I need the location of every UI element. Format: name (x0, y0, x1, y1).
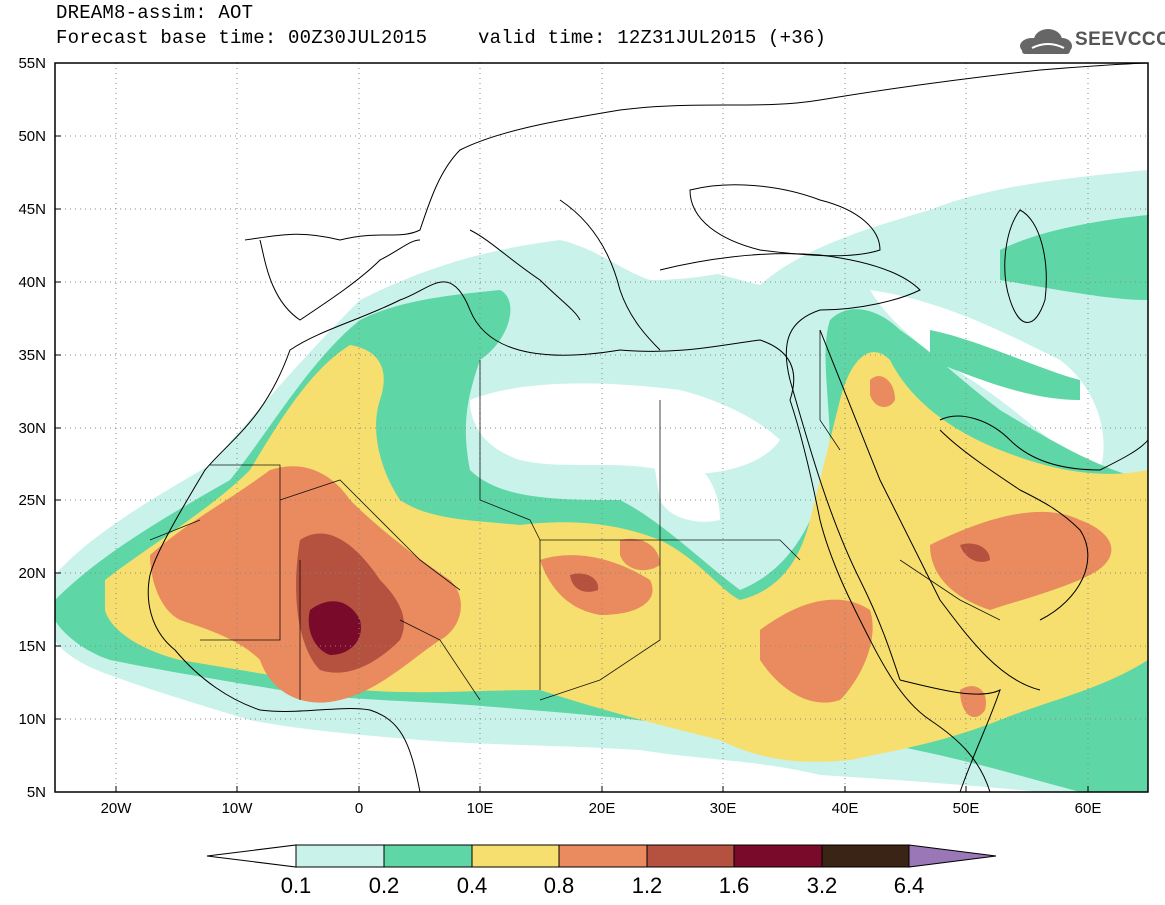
colorbar-underflow-triangle (206, 844, 297, 868)
lat-label-30n: 30N (18, 420, 46, 437)
lon-label-50e: 50E (953, 800, 980, 817)
colorbar-swatch-4 (646, 844, 735, 868)
colorbar-label-4: 1.2 (632, 873, 663, 898)
lon-label-20e: 20E (589, 800, 616, 817)
graticule (55, 63, 1148, 792)
forecast-base-time: Forecast base time: 00Z30JUL2015 (56, 27, 428, 49)
colorbar-swatch-1 (383, 844, 473, 868)
lat-label-50n: 50N (18, 128, 46, 145)
lon-label-20w: 20W (101, 800, 133, 817)
lat-label-5n: 5N (27, 784, 46, 801)
colorbar-swatch-0 (295, 844, 385, 868)
aot-contour-layer (55, 170, 1148, 792)
colorbar-label-0: 0.1 (281, 873, 312, 898)
colorbar-swatch-2 (471, 844, 560, 868)
colorbar-label-3: 0.8 (544, 873, 575, 898)
colorbar-label-2: 0.4 (457, 873, 488, 898)
colorbar-label-6: 3.2 (807, 873, 838, 898)
colorbar (206, 844, 997, 868)
lon-label-10w: 10W (222, 800, 254, 817)
lat-label-45n: 45N (18, 201, 46, 218)
colorbar-label-5: 1.6 (719, 873, 750, 898)
colorbar-label-7: 6.4 (894, 873, 925, 898)
lat-label-20n: 20N (18, 565, 46, 582)
lat-axis: 55N 50N 45N 40N 35N 30N 25N 20N 15N 10N … (18, 55, 61, 801)
country-borders (149, 330, 1001, 701)
lat-label-55n: 55N (18, 55, 46, 72)
colorbar-overflow-triangle (908, 844, 997, 868)
colorbar-swatch-5 (733, 844, 823, 868)
coastlines (147, 63, 1148, 792)
map-title: DREAM8-assim: AOT (56, 2, 254, 24)
lat-label-10n: 10N (18, 711, 46, 728)
colorbar-swatch-3 (558, 844, 648, 868)
lon-axis: 20W 10W 0 10E 20E 30E 40E 50E 60E (101, 786, 1102, 817)
lat-label-35n: 35N (18, 347, 46, 364)
valid-time: valid time: 12Z31JUL2015 (+36) (478, 27, 827, 49)
lon-label-60e: 60E (1075, 800, 1102, 817)
lon-label-0: 0 (355, 800, 363, 817)
logo-text: SEEVCCC (1075, 29, 1165, 50)
lon-label-10e: 10E (467, 800, 494, 817)
lon-label-40e: 40E (832, 800, 859, 817)
lat-label-25n: 25N (18, 492, 46, 509)
colorbar-label-1: 0.2 (369, 873, 400, 898)
lat-label-15n: 15N (18, 638, 46, 655)
lon-label-30e: 30E (710, 800, 737, 817)
cloud-icon (1020, 29, 1072, 54)
colorbar-swatch-6 (821, 844, 910, 868)
lat-label-40n: 40N (18, 274, 46, 291)
